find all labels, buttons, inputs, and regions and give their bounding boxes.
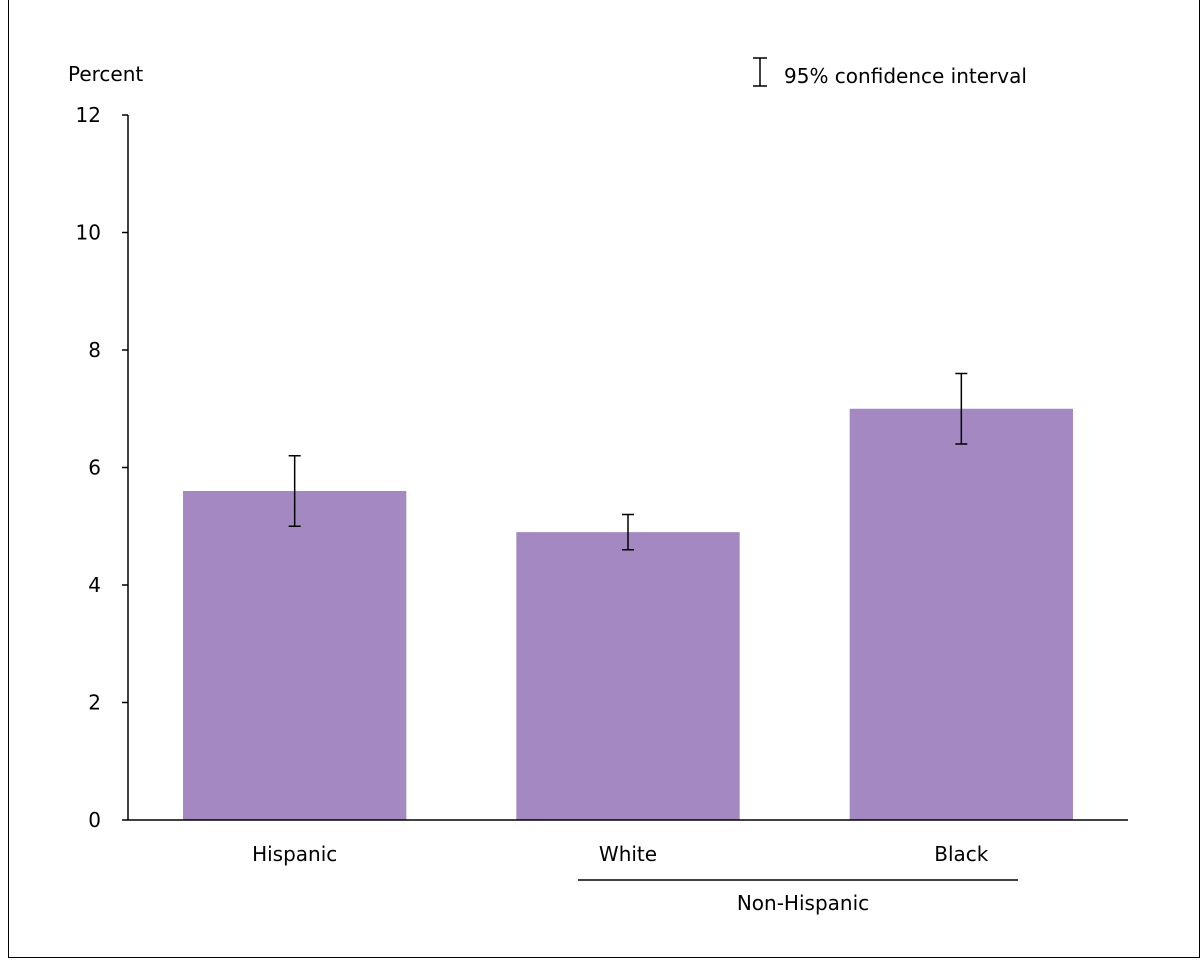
y-tick-label: 0 [88,808,101,832]
group-label: Non-Hispanic [737,891,869,915]
legend: 95% confidence interval [753,57,1027,88]
bar-white [516,532,740,820]
y-tick-label: 8 [88,338,101,362]
y-axis-label: Percent [68,62,143,86]
x-category-label: White [599,842,657,866]
bar-black [849,408,1073,820]
x-axis-categories: Hispanic White Black [252,842,989,866]
bars [183,408,1073,820]
y-tick-label: 12 [76,103,101,127]
y-tick-label: 10 [76,221,101,245]
y-tick-label: 4 [88,573,101,597]
x-category-label: Hispanic [252,842,337,866]
error-bars [288,372,968,551]
y-axis-ticks: 0 2 4 6 8 10 12 [76,103,128,832]
legend-label: 95% confidence interval [784,64,1027,88]
y-tick-label: 2 [88,691,101,715]
y-tick-label: 6 [88,456,101,480]
bar-hispanic [183,491,407,820]
chart-frame [8,0,1200,958]
x-category-label: Black [934,842,989,866]
